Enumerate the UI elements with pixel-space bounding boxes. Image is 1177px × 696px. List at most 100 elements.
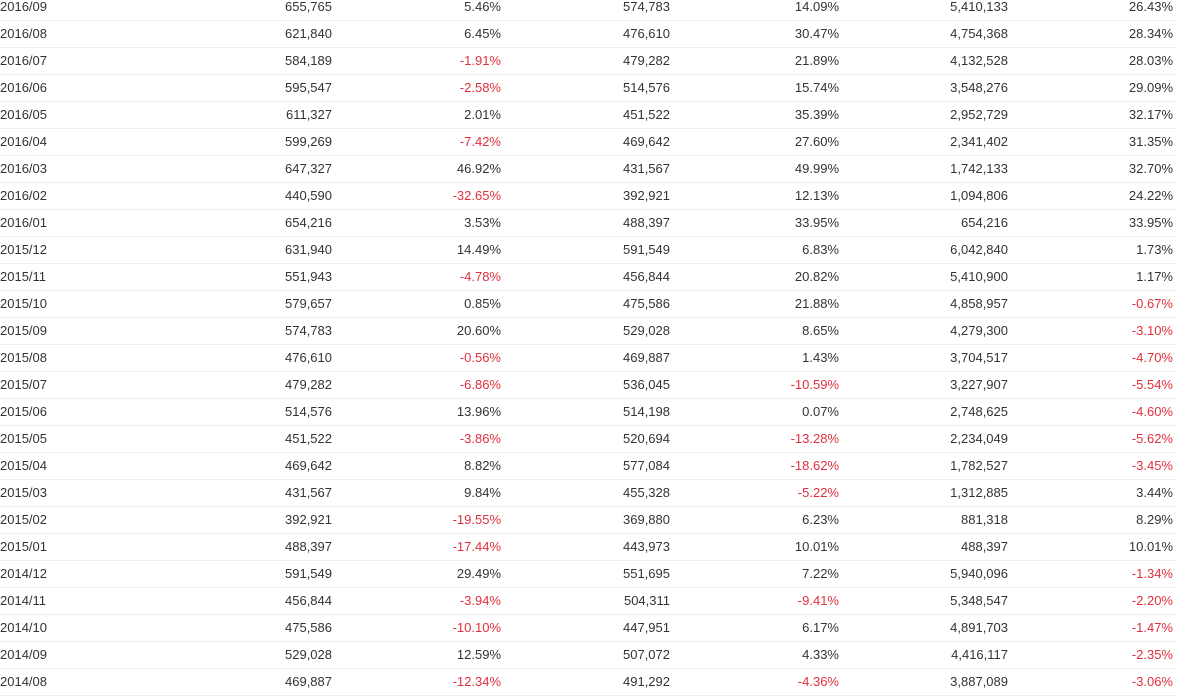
cumulative-change-cell: 28.03% bbox=[1012, 47, 1177, 75]
cumulative-cell: 654,216 bbox=[843, 209, 1012, 237]
value-b-cell: 577,084 bbox=[505, 452, 674, 480]
cumulative-change-cell: 26.43% bbox=[1012, 0, 1177, 21]
change-b-cell: 33.95% bbox=[674, 209, 843, 237]
value-a-cell: 551,943 bbox=[168, 263, 336, 291]
change-a-cell: 5.46% bbox=[336, 0, 505, 21]
cumulative-change-cell: -5.62% bbox=[1012, 425, 1177, 453]
cumulative-change-cell: -5.54% bbox=[1012, 371, 1177, 399]
value-a-cell: 514,576 bbox=[168, 398, 336, 426]
value-a-cell: 440,590 bbox=[168, 182, 336, 210]
table-row: 2016/07 584,189 -1.91% 479,282 21.89% 4,132,5… bbox=[0, 47, 1177, 75]
value-b-cell: 488,397 bbox=[505, 209, 674, 237]
cumulative-cell: 4,416,117 bbox=[843, 641, 1012, 669]
cumulative-cell: 1,742,133 bbox=[843, 155, 1012, 183]
cumulative-cell: 1,312,885 bbox=[843, 479, 1012, 507]
value-b-cell: 504,311 bbox=[505, 587, 674, 615]
month-cell: 2015/09 bbox=[0, 317, 168, 345]
cumulative-change-cell: -0.67% bbox=[1012, 290, 1177, 318]
value-a-cell: 611,327 bbox=[168, 101, 336, 129]
cumulative-change-cell: 32.17% bbox=[1012, 101, 1177, 129]
change-a-cell: -6.86% bbox=[336, 371, 505, 399]
change-a-cell: 0.85% bbox=[336, 290, 505, 318]
cumulative-cell: 3,704,517 bbox=[843, 344, 1012, 372]
table-row: 2016/02 440,590 -32.65% 392,921 12.13% 1,094,… bbox=[0, 182, 1177, 210]
cumulative-cell: 1,094,806 bbox=[843, 182, 1012, 210]
cumulative-change-cell: -1.34% bbox=[1012, 560, 1177, 588]
change-b-cell: 10.01% bbox=[674, 533, 843, 561]
month-cell: 2015/02 bbox=[0, 506, 168, 534]
cumulative-change-cell: 31.35% bbox=[1012, 128, 1177, 156]
value-a-cell: 488,397 bbox=[168, 533, 336, 561]
change-b-cell: 20.82% bbox=[674, 263, 843, 291]
change-b-cell: 30.47% bbox=[674, 20, 843, 48]
change-b-cell: 21.89% bbox=[674, 47, 843, 75]
change-b-cell: 4.33% bbox=[674, 641, 843, 669]
table-row: 2015/11 551,943 -4.78% 456,844 20.82% 5,410,9… bbox=[0, 263, 1177, 291]
cumulative-change-cell: 29.09% bbox=[1012, 74, 1177, 102]
change-b-cell: -4.36% bbox=[674, 668, 843, 696]
value-b-cell: 392,921 bbox=[505, 182, 674, 210]
value-a-cell: 451,522 bbox=[168, 425, 336, 453]
month-cell: 2015/01 bbox=[0, 533, 168, 561]
value-b-cell: 479,282 bbox=[505, 47, 674, 75]
month-cell: 2015/03 bbox=[0, 479, 168, 507]
cumulative-cell: 2,952,729 bbox=[843, 101, 1012, 129]
cumulative-change-cell: 1.17% bbox=[1012, 263, 1177, 291]
cumulative-change-cell: -4.60% bbox=[1012, 398, 1177, 426]
change-b-cell: 6.17% bbox=[674, 614, 843, 642]
change-b-cell: 12.13% bbox=[674, 182, 843, 210]
cumulative-change-cell: 8.29% bbox=[1012, 506, 1177, 534]
cumulative-cell: 6,042,840 bbox=[843, 236, 1012, 264]
change-a-cell: -32.65% bbox=[336, 182, 505, 210]
change-a-cell: -2.58% bbox=[336, 74, 505, 102]
change-b-cell: 6.83% bbox=[674, 236, 843, 264]
change-b-cell: 1.43% bbox=[674, 344, 843, 372]
change-a-cell: -12.34% bbox=[336, 668, 505, 696]
value-a-cell: 456,844 bbox=[168, 587, 336, 615]
value-a-cell: 529,028 bbox=[168, 641, 336, 669]
cumulative-change-cell: 10.01% bbox=[1012, 533, 1177, 561]
value-b-cell: 491,292 bbox=[505, 668, 674, 696]
change-a-cell: 6.45% bbox=[336, 20, 505, 48]
cumulative-change-cell: 33.95% bbox=[1012, 209, 1177, 237]
value-b-cell: 520,694 bbox=[505, 425, 674, 453]
month-cell: 2014/10 bbox=[0, 614, 168, 642]
table-row: 2014/09 529,028 12.59% 507,072 4.33% 4,416,11… bbox=[0, 641, 1177, 669]
cumulative-cell: 4,891,703 bbox=[843, 614, 1012, 642]
cumulative-cell: 4,132,528 bbox=[843, 47, 1012, 75]
change-b-cell: -10.59% bbox=[674, 371, 843, 399]
value-a-cell: 621,840 bbox=[168, 20, 336, 48]
value-a-cell: 392,921 bbox=[168, 506, 336, 534]
cumulative-change-cell: -1.47% bbox=[1012, 614, 1177, 642]
value-a-cell: 469,642 bbox=[168, 452, 336, 480]
table-row: 2016/09 655,765 5.46% 574,783 14.09% 5,410,13… bbox=[0, 0, 1177, 21]
value-a-cell: 584,189 bbox=[168, 47, 336, 75]
value-a-cell: 655,765 bbox=[168, 0, 336, 21]
change-b-cell: 7.22% bbox=[674, 560, 843, 588]
value-a-cell: 479,282 bbox=[168, 371, 336, 399]
value-a-cell: 647,327 bbox=[168, 155, 336, 183]
change-a-cell: -3.86% bbox=[336, 425, 505, 453]
table-row: 2016/08 621,840 6.45% 476,610 30.47% 4,754,36… bbox=[0, 20, 1177, 48]
table-row: 2016/06 595,547 -2.58% 514,576 15.74% 3,548,2… bbox=[0, 74, 1177, 102]
cumulative-change-cell: 28.34% bbox=[1012, 20, 1177, 48]
month-cell: 2016/02 bbox=[0, 182, 168, 210]
value-a-cell: 574,783 bbox=[168, 317, 336, 345]
value-b-cell: 536,045 bbox=[505, 371, 674, 399]
month-cell: 2016/07 bbox=[0, 47, 168, 75]
change-b-cell: 8.65% bbox=[674, 317, 843, 345]
month-cell: 2016/04 bbox=[0, 128, 168, 156]
cumulative-change-cell: -2.20% bbox=[1012, 587, 1177, 615]
cumulative-cell: 488,397 bbox=[843, 533, 1012, 561]
change-a-cell: -7.42% bbox=[336, 128, 505, 156]
change-a-cell: 20.60% bbox=[336, 317, 505, 345]
table-row: 2015/12 631,940 14.49% 591,549 6.83% 6,042,84… bbox=[0, 236, 1177, 264]
month-cell: 2016/01 bbox=[0, 209, 168, 237]
cumulative-cell: 1,782,527 bbox=[843, 452, 1012, 480]
value-b-cell: 456,844 bbox=[505, 263, 674, 291]
value-b-cell: 507,072 bbox=[505, 641, 674, 669]
change-b-cell: 0.07% bbox=[674, 398, 843, 426]
value-b-cell: 475,586 bbox=[505, 290, 674, 318]
value-b-cell: 591,549 bbox=[505, 236, 674, 264]
table-row: 2015/02 392,921 -19.55% 369,880 6.23% 881,318… bbox=[0, 506, 1177, 534]
